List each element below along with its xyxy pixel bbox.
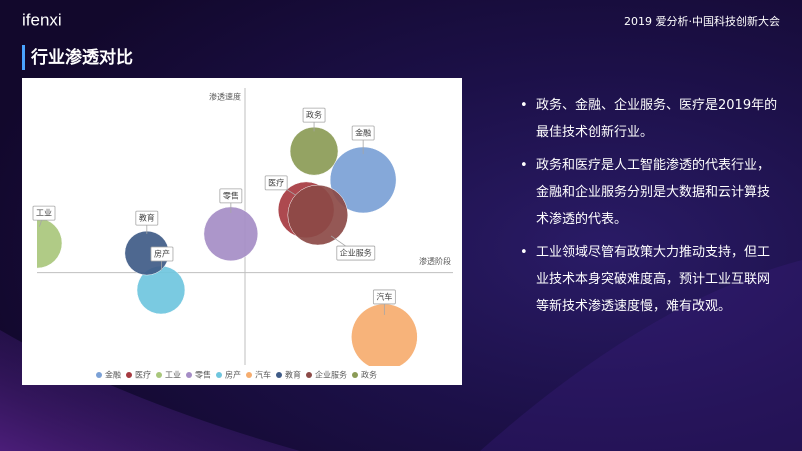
bubble <box>37 217 63 269</box>
bullet: 政务和医疗是人工智能渗透的代表行业，金融和企业服务分别是大数据和云计算技术渗透的… <box>520 152 782 233</box>
background-glow <box>0 330 300 451</box>
callout-box <box>372 289 396 305</box>
legend-text: 房产 <box>225 370 241 380</box>
bullet: 工业领域尽管有政策大力推动支持，但工业技术本身突破难度高，预计工业互联网等新技术… <box>520 239 782 320</box>
callout-box <box>135 210 159 226</box>
callout-box <box>219 188 243 204</box>
legend-item: 医疗 <box>126 370 151 380</box>
bullet-list: 政务、金融、企业服务、医疗是2019年的最佳技术创新行业。政务和医疗是人工智能渗… <box>520 92 782 326</box>
legend-swatch <box>126 372 132 378</box>
callout-text: 零售 <box>223 190 239 200</box>
callout-text: 教育 <box>139 213 155 223</box>
callout-box <box>336 245 376 261</box>
legend-item: 金融 <box>96 370 121 380</box>
callout-box <box>32 205 56 221</box>
legend-text: 工业 <box>165 370 181 380</box>
heading: 行业渗透对比 <box>30 47 133 68</box>
logo: ifenxi <box>22 10 62 29</box>
legend-text: 政务 <box>361 370 377 380</box>
callout-text: 汽车 <box>376 291 392 301</box>
legend-text: 零售 <box>195 370 211 380</box>
legend-swatch <box>186 372 192 378</box>
legend-text: 医疗 <box>135 370 151 380</box>
bubble <box>287 184 349 246</box>
legend-swatch <box>352 372 358 378</box>
data-label: 零售 <box>219 188 243 213</box>
callout-box <box>351 125 375 141</box>
bubble <box>289 126 339 176</box>
callout-text: 政务 <box>306 110 322 120</box>
callout-text: 医疗 <box>268 177 284 187</box>
legend-text: 汽车 <box>255 370 271 380</box>
bubble <box>203 206 259 262</box>
legend-text: 企业服务 <box>315 370 347 380</box>
legend-item: 教育 <box>276 370 301 380</box>
y-axis-label: 渗透速度 <box>209 92 241 102</box>
legend-item: 企业服务 <box>306 370 347 380</box>
callout-text: 金融 <box>355 127 371 137</box>
callout-text: 工业 <box>36 208 52 218</box>
legend-item: 工业 <box>156 370 181 380</box>
legend-swatch <box>156 372 162 378</box>
data-label: 汽车 <box>372 289 396 315</box>
legend-swatch <box>306 372 312 378</box>
legend-item: 汽车 <box>246 370 271 380</box>
data-label: 金融 <box>351 125 375 155</box>
callout-text: 房产 <box>154 249 170 259</box>
data-label: 房产 <box>150 246 174 271</box>
legend-swatch <box>276 372 282 378</box>
legend-item: 政务 <box>352 370 377 380</box>
header: 2019 爱分析·中国科技创新大会 <box>624 14 780 28</box>
data-label: 政务 <box>302 107 326 132</box>
legend-item: 零售 <box>186 370 211 380</box>
data-label: 企业服务 <box>330 235 376 261</box>
legend-swatch <box>216 372 222 378</box>
data-label: 医疗 <box>264 175 296 196</box>
legend-swatch <box>96 372 102 378</box>
data-label: 工业 <box>32 205 56 227</box>
callout-text: 企业服务 <box>340 248 372 258</box>
plot-area <box>37 126 418 366</box>
legend-text: 金融 <box>105 370 121 380</box>
callout-box <box>302 107 326 123</box>
x-axis-label: 渗透阶段 <box>419 256 451 266</box>
legend: 金融 医疗 工业 零售 房产 汽车 教育 企业服务 政务 <box>96 370 377 380</box>
callout-box <box>264 175 288 191</box>
legend-swatch <box>246 372 252 378</box>
callout-box <box>150 246 174 262</box>
legend-text: 教育 <box>285 370 301 380</box>
bullet: 政务、金融、企业服务、医疗是2019年的最佳技术创新行业。 <box>520 92 782 146</box>
data-label: 教育 <box>135 210 159 234</box>
legend-item: 房产 <box>216 370 241 380</box>
heading-bar <box>22 45 25 70</box>
